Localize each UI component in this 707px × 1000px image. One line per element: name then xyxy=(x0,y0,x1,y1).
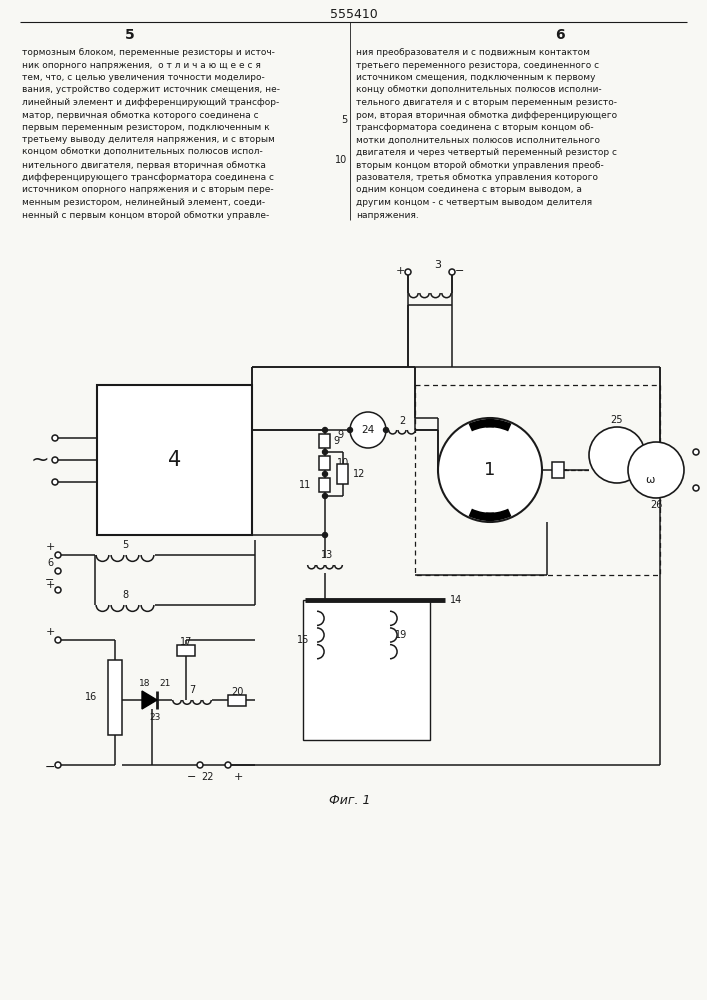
Circle shape xyxy=(383,428,389,432)
Text: −: − xyxy=(45,575,54,585)
Text: 12: 12 xyxy=(353,469,366,479)
Bar xyxy=(177,645,195,656)
Text: −: − xyxy=(455,266,464,276)
Circle shape xyxy=(52,457,58,463)
Text: 2: 2 xyxy=(399,416,405,426)
Text: Фиг. 1: Фиг. 1 xyxy=(329,794,370,806)
Text: 11: 11 xyxy=(299,480,311,490)
Circle shape xyxy=(322,493,327,498)
Circle shape xyxy=(348,428,353,432)
Text: 18: 18 xyxy=(139,680,151,688)
Text: 9: 9 xyxy=(333,436,339,446)
Circle shape xyxy=(322,450,327,454)
Bar xyxy=(320,434,330,448)
Text: 5: 5 xyxy=(125,28,135,42)
Bar xyxy=(303,600,430,740)
Text: 20: 20 xyxy=(230,687,243,697)
Circle shape xyxy=(197,762,203,768)
Text: −: − xyxy=(187,772,197,782)
Text: +: + xyxy=(45,580,54,590)
Text: ω: ω xyxy=(645,475,655,485)
Text: 3: 3 xyxy=(435,260,441,270)
Text: 13: 13 xyxy=(321,550,333,560)
Circle shape xyxy=(589,427,645,483)
Text: 5: 5 xyxy=(341,115,347,125)
Text: ~: ~ xyxy=(30,450,49,470)
Circle shape xyxy=(55,568,61,574)
Bar xyxy=(415,385,660,575)
Text: 15: 15 xyxy=(297,635,309,645)
Circle shape xyxy=(55,762,61,768)
Circle shape xyxy=(55,552,61,558)
Text: 14: 14 xyxy=(450,595,462,605)
Circle shape xyxy=(628,442,684,498)
Circle shape xyxy=(52,479,58,485)
Text: 4: 4 xyxy=(168,450,181,470)
Text: 19: 19 xyxy=(395,630,407,640)
Text: 5: 5 xyxy=(122,540,128,550)
Text: 555410: 555410 xyxy=(330,7,378,20)
Circle shape xyxy=(225,762,231,768)
Bar xyxy=(337,464,349,484)
Text: 1: 1 xyxy=(484,461,496,479)
Circle shape xyxy=(322,532,327,538)
Text: 16: 16 xyxy=(85,692,97,702)
Circle shape xyxy=(405,269,411,275)
Text: 10: 10 xyxy=(334,155,347,165)
Text: +: + xyxy=(395,266,404,276)
Bar xyxy=(97,385,252,535)
Circle shape xyxy=(322,428,327,432)
Circle shape xyxy=(55,587,61,593)
Circle shape xyxy=(693,485,699,491)
Text: 25: 25 xyxy=(611,415,624,425)
Text: 6: 6 xyxy=(47,558,53,568)
Text: 7: 7 xyxy=(189,685,195,695)
Text: 26: 26 xyxy=(650,500,662,510)
Text: 10: 10 xyxy=(337,458,349,468)
Text: 8: 8 xyxy=(122,590,128,600)
Text: 24: 24 xyxy=(361,425,375,435)
Circle shape xyxy=(52,435,58,441)
Text: +: + xyxy=(233,772,243,782)
Circle shape xyxy=(350,412,386,448)
Text: +: + xyxy=(45,627,54,637)
Text: 17: 17 xyxy=(180,637,192,647)
Bar xyxy=(228,694,246,706)
Text: 23: 23 xyxy=(149,714,160,722)
Text: 21: 21 xyxy=(159,680,170,688)
Bar xyxy=(320,478,330,492)
Bar xyxy=(552,462,564,478)
Circle shape xyxy=(449,269,455,275)
Circle shape xyxy=(438,418,542,522)
Text: ния преобразователя и с подвижным контактом
третьего переменного резистора, соед: ния преобразователя и с подвижным контак… xyxy=(356,48,617,220)
Polygon shape xyxy=(142,691,157,709)
Text: тормозным блоком, переменные резисторы и источ-
ник опорного напряжения,  о т л : тормозным блоком, переменные резисторы и… xyxy=(22,48,280,220)
Circle shape xyxy=(322,472,327,477)
Bar xyxy=(108,660,122,735)
Circle shape xyxy=(55,637,61,643)
Circle shape xyxy=(693,449,699,455)
Text: +: + xyxy=(45,542,54,552)
Text: 9: 9 xyxy=(337,430,343,440)
Text: 6: 6 xyxy=(555,28,565,42)
Bar xyxy=(320,456,330,470)
Text: −: − xyxy=(45,760,55,774)
Text: 22: 22 xyxy=(201,772,214,782)
